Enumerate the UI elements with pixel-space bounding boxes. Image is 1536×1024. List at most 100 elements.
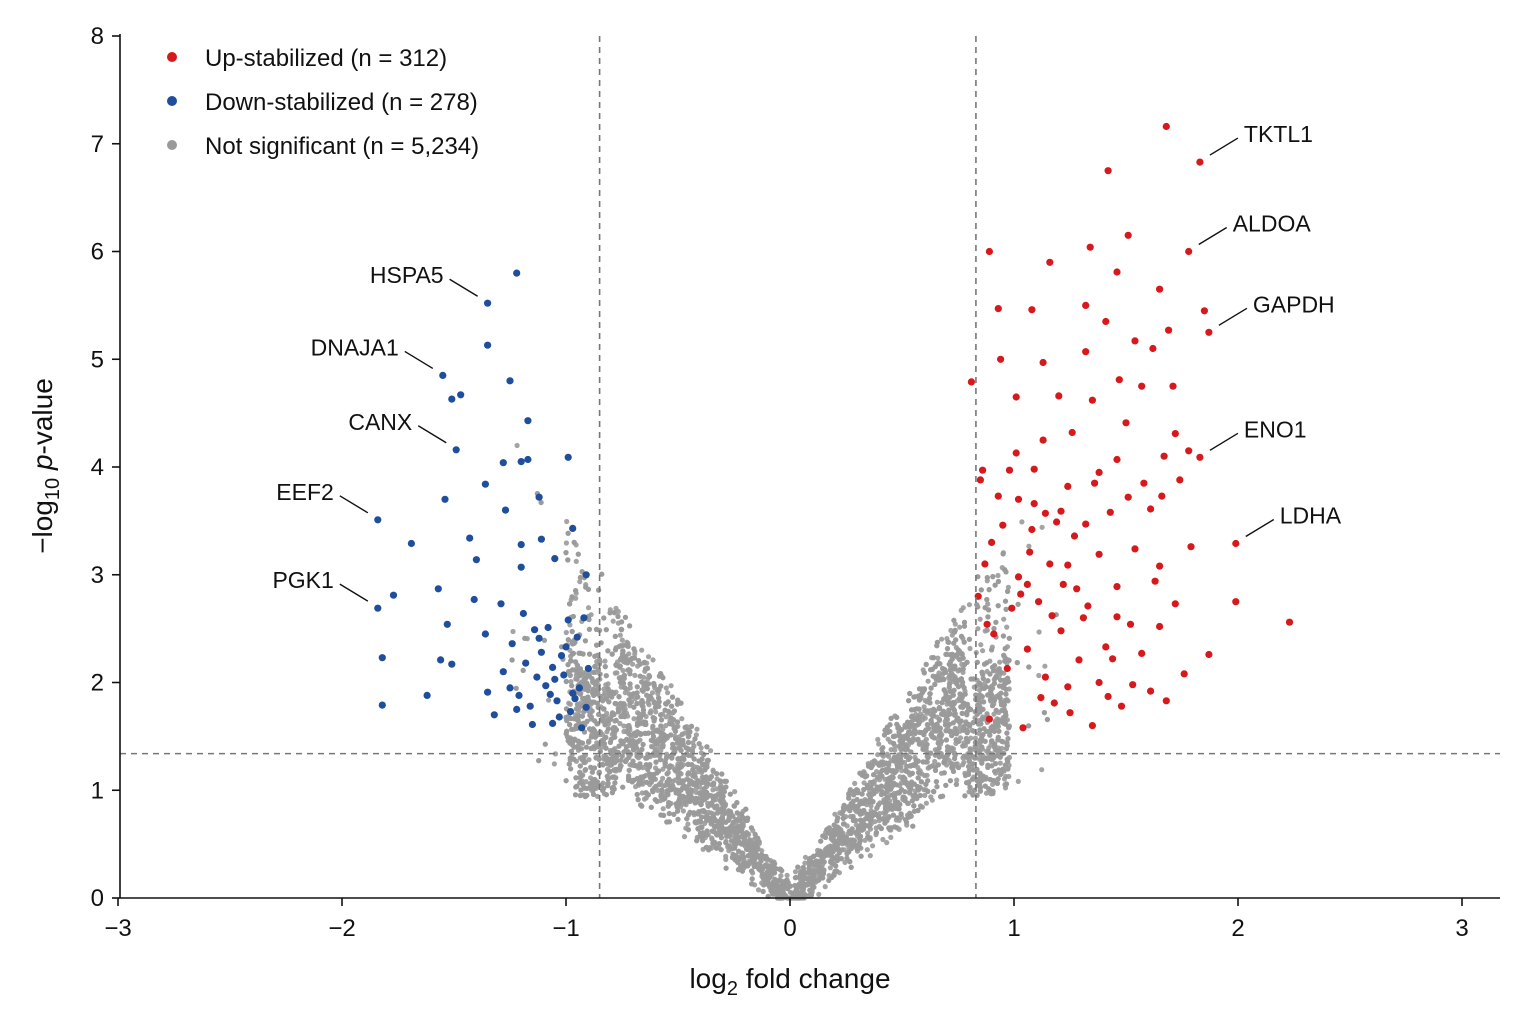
ns-point xyxy=(664,771,670,777)
ns-point xyxy=(646,681,652,687)
ns-point xyxy=(984,627,990,633)
ns-point xyxy=(770,879,776,885)
ns-point xyxy=(641,796,648,802)
ns-point xyxy=(726,833,732,839)
ns-point xyxy=(569,594,575,600)
ns-point xyxy=(566,669,572,675)
ns-point xyxy=(630,661,636,667)
ns-point xyxy=(928,685,934,691)
ns-point xyxy=(857,801,863,807)
ns-point xyxy=(634,753,640,759)
ns-point xyxy=(992,768,998,774)
ns-point xyxy=(998,699,1004,705)
ns-point xyxy=(1000,633,1007,639)
ns-point xyxy=(848,864,854,870)
ns-point xyxy=(569,726,575,732)
ns-point xyxy=(596,587,602,593)
ns-point xyxy=(690,767,696,773)
ns-point xyxy=(987,671,993,677)
ns-point xyxy=(992,743,998,749)
ns-point xyxy=(680,808,687,814)
ns-point xyxy=(666,800,672,806)
ns-point xyxy=(880,799,887,805)
ns-point xyxy=(885,782,892,788)
ns-point xyxy=(681,834,688,840)
ns-point xyxy=(722,778,728,784)
ns-point xyxy=(747,842,753,848)
ns-point xyxy=(599,738,605,744)
ns-point xyxy=(654,741,660,747)
ns-point xyxy=(586,683,592,690)
ns-point xyxy=(916,686,923,692)
ns-point xyxy=(613,605,619,611)
ns-point xyxy=(587,651,593,657)
ns-point xyxy=(590,686,596,693)
ns-point xyxy=(967,645,973,652)
ns-point xyxy=(950,746,957,752)
ns-point xyxy=(563,778,569,784)
ns-point xyxy=(957,624,963,630)
ns-point xyxy=(1005,766,1011,772)
ns-point xyxy=(865,830,871,836)
ns-point xyxy=(1039,767,1045,773)
ns-point xyxy=(830,849,836,855)
ns-point xyxy=(635,715,642,722)
ns-point xyxy=(906,814,912,820)
ns-point xyxy=(878,825,884,832)
ns-point xyxy=(723,840,729,846)
ns-point xyxy=(972,735,979,741)
ns-point xyxy=(962,793,968,799)
ns-point xyxy=(618,739,625,745)
ns-point xyxy=(627,668,633,674)
ns-point xyxy=(995,603,1001,609)
ns-point xyxy=(605,648,611,654)
ns-point xyxy=(908,786,914,792)
ns-point xyxy=(567,601,573,607)
ns-point xyxy=(857,810,863,817)
ns-point xyxy=(627,623,633,629)
ns-point xyxy=(577,792,583,799)
ns-point xyxy=(965,739,971,745)
ns-point xyxy=(696,790,702,796)
ns-point xyxy=(884,769,890,775)
ns-point xyxy=(811,874,817,880)
ns-point xyxy=(626,775,632,781)
ns-point xyxy=(588,782,594,789)
ns-point xyxy=(865,834,871,840)
ns-point xyxy=(1005,736,1011,742)
ns-point xyxy=(574,701,581,708)
ns-point xyxy=(714,805,720,812)
ns-point xyxy=(888,715,894,722)
ns-point xyxy=(591,669,597,676)
ns-point xyxy=(655,787,661,794)
ns-point xyxy=(956,648,963,655)
ns-point xyxy=(784,872,790,878)
ns-point xyxy=(658,712,664,718)
ns-point xyxy=(565,662,571,668)
ns-point xyxy=(665,690,671,696)
ns-point xyxy=(880,836,886,843)
ns-point xyxy=(909,713,915,719)
ns-point xyxy=(594,642,600,648)
ns-point xyxy=(885,794,891,801)
ns-point xyxy=(602,690,608,696)
ns-point xyxy=(674,719,681,725)
ns-point xyxy=(906,729,912,735)
ns-point xyxy=(826,825,832,831)
ns-point xyxy=(719,771,725,777)
ns-point xyxy=(590,777,596,784)
ns-point xyxy=(990,696,997,702)
ns-point xyxy=(962,691,968,697)
ns-point xyxy=(870,843,876,849)
ns-point xyxy=(951,617,957,623)
ns-point xyxy=(1001,616,1007,622)
ns-point xyxy=(606,699,612,705)
ns-point xyxy=(600,762,606,768)
ns-point xyxy=(885,753,892,759)
ns-point xyxy=(944,651,950,657)
ns-point xyxy=(923,759,929,765)
ns-point xyxy=(627,657,634,663)
ns-point xyxy=(811,863,818,870)
ns-point xyxy=(763,876,769,882)
